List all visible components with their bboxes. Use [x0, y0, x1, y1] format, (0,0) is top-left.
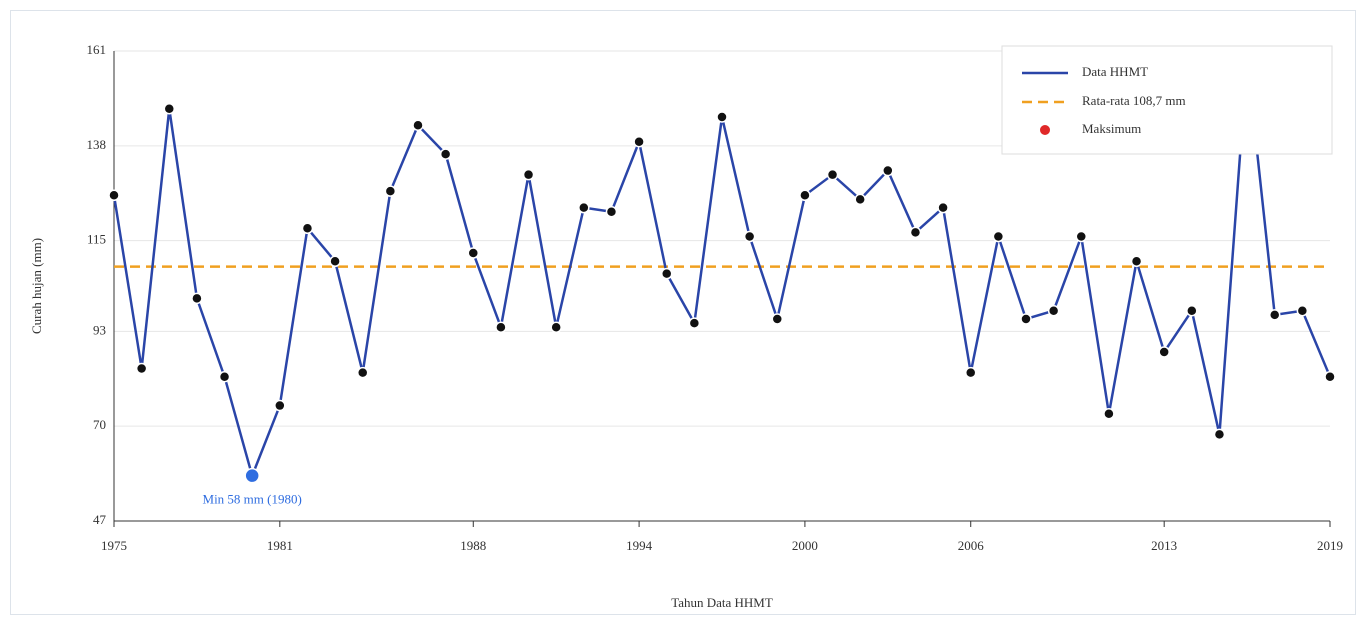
data-point: [882, 164, 894, 177]
data-point: [1324, 370, 1336, 383]
frame: [10, 10, 1356, 615]
data-point: [1186, 304, 1198, 317]
data-point: [578, 201, 590, 214]
data-point: [1075, 230, 1088, 243]
data-point: [356, 366, 369, 379]
data-point: [1296, 304, 1309, 317]
data-point: [467, 247, 480, 259]
data-point: [771, 313, 784, 325]
data-point: [688, 317, 701, 329]
data-point: [633, 135, 645, 148]
legend-label: Data HHMT: [1082, 64, 1148, 79]
data-point: [108, 189, 120, 202]
data-point: [854, 193, 866, 206]
y-axis-label: Curah hujan (mm): [29, 238, 44, 334]
data-point: [274, 399, 286, 412]
data-point: [716, 111, 728, 123]
y-tick-label: 115: [87, 232, 106, 247]
y-tick-label: 161: [87, 42, 107, 57]
y-tick-label: 70: [93, 417, 106, 432]
data-point: [550, 321, 562, 333]
data-point: [937, 201, 949, 214]
data-point: [826, 168, 839, 181]
x-axis-label: Tahun Data HHMT: [671, 595, 773, 610]
data-point: [1158, 346, 1170, 358]
y-tick-label: 138: [87, 137, 107, 152]
data-point: [301, 222, 314, 235]
data-point: [909, 226, 922, 239]
data-point: [218, 370, 231, 383]
data-point: [660, 267, 673, 280]
data-point: [522, 168, 535, 181]
x-tick-label: 1975: [101, 538, 127, 553]
legend-label: Maksimum: [1082, 121, 1141, 136]
x-tick-label: 2019: [1317, 538, 1343, 553]
x-tick-label: 2000: [792, 538, 818, 553]
data-point: [495, 321, 507, 333]
legend-dot: [1040, 125, 1050, 135]
x-tick-label: 2006: [958, 538, 985, 553]
data-point: [799, 189, 811, 202]
data-point: [1020, 313, 1032, 325]
data-point: [1213, 428, 1226, 441]
x-tick-label: 2013: [1151, 538, 1177, 553]
data-point: [1130, 255, 1143, 268]
data-point: [992, 230, 1005, 243]
data-point: [439, 148, 452, 160]
data-point: [384, 185, 397, 197]
data-point: [329, 255, 341, 268]
legend-label: Rata-rata 108,7 mm: [1082, 93, 1186, 108]
x-tick-label: 1988: [460, 538, 486, 553]
data-point: [605, 206, 618, 218]
data-point: [191, 292, 203, 305]
min-marker: [244, 467, 260, 484]
data-point: [163, 102, 176, 115]
x-tick-label: 1994: [626, 538, 653, 553]
data-point: [1268, 309, 1281, 321]
data-point: [964, 366, 977, 379]
data-point: [743, 230, 756, 243]
data-point: [135, 362, 148, 375]
min-annotation: Min 58 mm (1980): [203, 492, 302, 507]
legend: Data HHMT Rata-rata 108,7 mm Maksimum: [1001, 45, 1333, 155]
data-point: [412, 119, 424, 131]
y-tick-label: 93: [93, 322, 106, 337]
x-tick-label: 1981: [267, 538, 293, 553]
y-tick-label: 47: [93, 512, 107, 527]
data-point: [1103, 408, 1115, 420]
data-point: [1047, 304, 1060, 317]
legend-box: [1001, 45, 1333, 155]
